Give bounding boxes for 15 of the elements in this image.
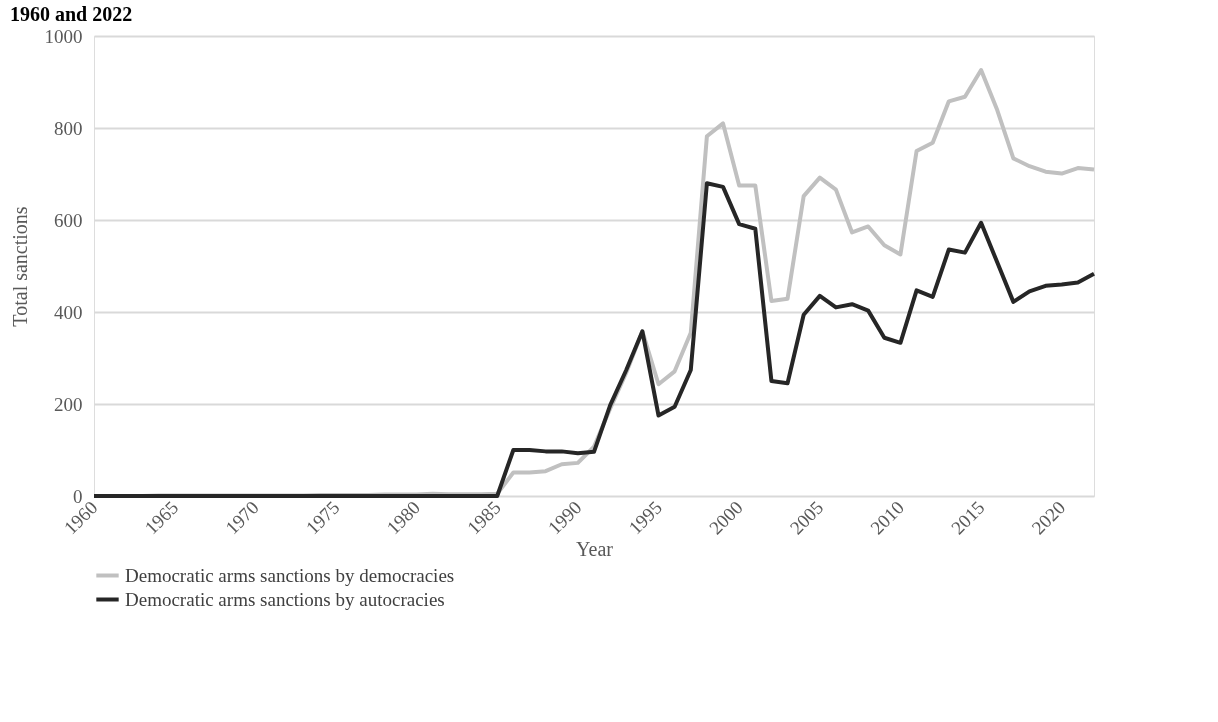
line-series — [92, 181, 1096, 498]
legend-label: Democratic arms sanctions by democracies — [125, 564, 455, 586]
x-tick-label: 1980 — [382, 496, 425, 539]
y-tick-label: 400 — [54, 301, 83, 323]
x-tick-label: 1970 — [221, 496, 263, 539]
y-tick-label: 1000 — [44, 25, 83, 47]
x-axis-title: Year — [576, 538, 614, 561]
y-tick-label: 200 — [54, 393, 83, 415]
y-tick-label: 0 — [73, 485, 83, 507]
legend-label: Democratic arms sanctions by autocracies — [125, 588, 445, 610]
chart-title: 1960 and 2022 — [10, 3, 133, 25]
y-tick-label: 800 — [54, 117, 83, 139]
x-tick-label: 1990 — [543, 496, 586, 539]
y-tick-label: 600 — [54, 209, 83, 231]
y-axis-title: Total sanctions — [8, 206, 31, 327]
